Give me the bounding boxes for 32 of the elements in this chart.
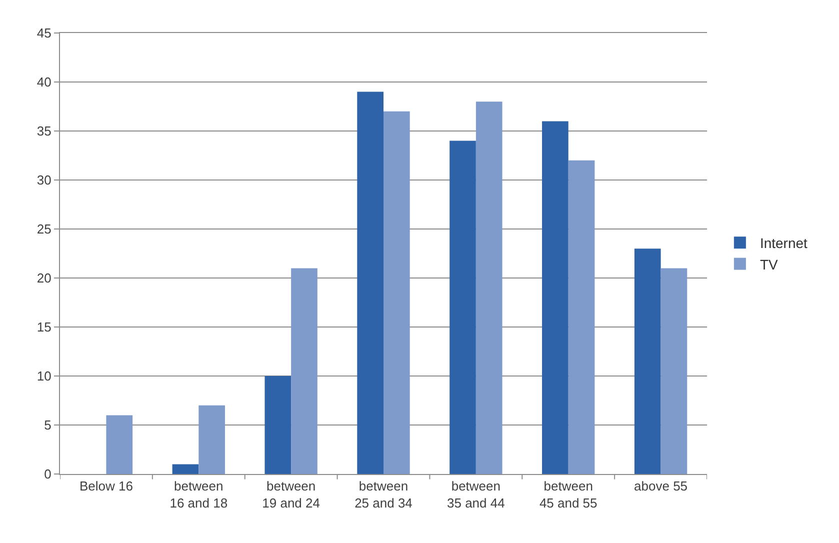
x-tick-label: between 19 and 24 [262, 478, 320, 510]
bar [450, 140, 476, 474]
x-tick-label: between 16 and 18 [170, 478, 228, 510]
x-tick-label: above 55 [634, 478, 688, 494]
bar [357, 92, 384, 474]
legend-label: TV [760, 256, 778, 272]
bar [634, 248, 661, 474]
y-tick-label: 5 [44, 418, 52, 433]
y-tick-label: 20 [36, 270, 52, 286]
bar [660, 268, 688, 474]
bar [568, 160, 595, 474]
bar [198, 405, 225, 474]
y-tick-label: 15 [36, 320, 52, 335]
y-tick-label: 35 [36, 124, 52, 139]
x-tick-label: between 45 and 55 [539, 478, 598, 510]
bar [542, 121, 568, 474]
bar [476, 102, 502, 474]
bar [291, 268, 318, 474]
y-tick-label: 25 [36, 222, 52, 237]
y-tick-label: 30 [36, 172, 52, 188]
y-tick-label: 45 [36, 26, 52, 41]
y-tick-label: 0 [44, 466, 52, 482]
x-tick-label: Below 16 [79, 478, 133, 494]
x-tick-label: between 35 and 44 [447, 478, 505, 510]
y-tick-label: 10 [36, 368, 52, 384]
x-tick-label: between 25 and 34 [354, 478, 412, 510]
legend-label: Internet [760, 235, 808, 252]
bar [172, 464, 199, 474]
bar [384, 111, 410, 474]
y-tick-label: 40 [36, 74, 52, 90]
bar [264, 376, 292, 474]
bar [106, 415, 133, 474]
